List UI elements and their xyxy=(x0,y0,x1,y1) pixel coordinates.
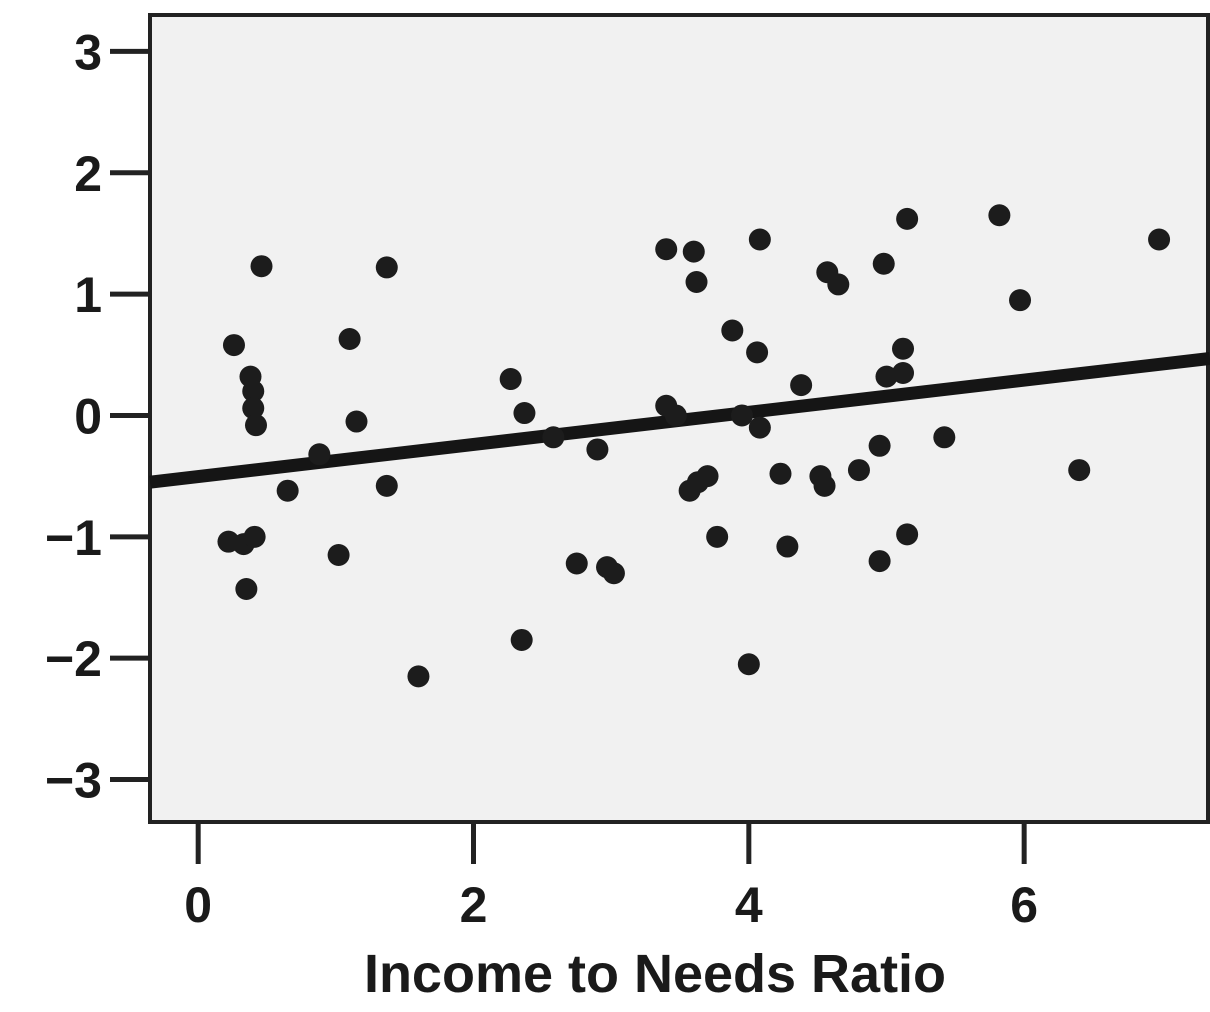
y-tick-label: 1 xyxy=(74,267,102,323)
data-point xyxy=(586,438,609,461)
x-tick-label: 4 xyxy=(735,877,763,933)
data-point xyxy=(1068,459,1091,482)
data-point xyxy=(510,628,533,651)
x-tick-label: 0 xyxy=(184,877,212,933)
data-point xyxy=(242,380,265,403)
data-point xyxy=(513,402,536,425)
y-tick-label: 0 xyxy=(74,388,102,444)
data-point xyxy=(664,404,687,427)
data-point xyxy=(769,462,792,485)
data-point xyxy=(868,434,891,457)
data-point xyxy=(338,328,361,351)
data-point xyxy=(730,404,753,427)
data-point xyxy=(245,414,267,437)
data-point xyxy=(1009,289,1032,312)
data-point xyxy=(896,207,919,230)
data-point xyxy=(222,334,245,357)
data-point xyxy=(892,361,915,384)
y-tick-label: −1 xyxy=(45,510,102,566)
data-point xyxy=(375,474,398,497)
data-point xyxy=(276,479,299,502)
data-point xyxy=(827,273,850,296)
data-point xyxy=(896,523,919,546)
data-point xyxy=(737,653,760,676)
data-point xyxy=(682,240,705,263)
x-tick-label: 2 xyxy=(460,877,488,933)
data-point xyxy=(696,465,719,488)
data-point xyxy=(685,270,708,293)
data-point xyxy=(776,535,799,558)
data-points xyxy=(217,204,1171,688)
data-point xyxy=(706,525,729,548)
y-tick-label: 3 xyxy=(74,24,102,80)
data-point xyxy=(242,397,265,420)
y-tick-label: −2 xyxy=(45,631,102,687)
data-point xyxy=(542,426,565,449)
data-point xyxy=(875,365,898,388)
data-point xyxy=(748,228,771,251)
data-point xyxy=(748,416,771,439)
data-point xyxy=(565,552,588,575)
x-tick-label: 6 xyxy=(1010,877,1038,933)
data-point xyxy=(655,238,678,261)
y-tick-label: 2 xyxy=(74,146,102,202)
data-point xyxy=(407,665,430,688)
data-point xyxy=(308,443,331,466)
data-point xyxy=(1148,228,1171,251)
data-point xyxy=(868,550,891,573)
data-point xyxy=(790,374,813,397)
data-point xyxy=(345,410,368,433)
data-point xyxy=(327,544,350,567)
data-point xyxy=(988,204,1011,227)
data-point xyxy=(892,337,915,360)
x-axis-label: Income to Needs Ratio xyxy=(364,944,946,1004)
data-point xyxy=(235,578,258,601)
data-point xyxy=(872,252,895,275)
data-point xyxy=(375,256,398,279)
data-point xyxy=(721,319,744,342)
data-point xyxy=(243,525,266,548)
data-point xyxy=(250,255,273,278)
data-point xyxy=(847,459,870,482)
data-point xyxy=(813,474,836,497)
data-point xyxy=(602,562,625,585)
y-tick-label: −3 xyxy=(45,753,102,809)
data-point xyxy=(499,368,522,391)
data-point xyxy=(746,341,769,364)
y-axis: 3 2 1 0 −1 −2 −3 xyxy=(45,24,150,809)
x-axis: 0 2 4 6 xyxy=(184,822,1038,933)
data-point xyxy=(933,426,956,449)
